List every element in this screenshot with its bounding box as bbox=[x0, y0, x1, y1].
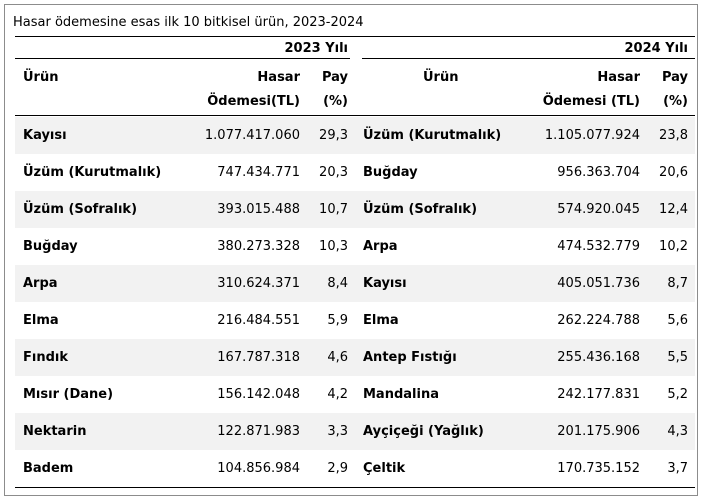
header-payment-2023: Hasar Ödemesi(TL) bbox=[207, 70, 300, 109]
product-2024: Çeltik bbox=[363, 461, 406, 476]
share-2024: 12,4 bbox=[659, 202, 688, 217]
share-2023: 10,3 bbox=[319, 239, 348, 254]
payment-2023: 1.077.417.060 bbox=[204, 128, 300, 143]
payment-2023: 104.856.984 bbox=[217, 461, 300, 476]
group-rule-2023 bbox=[15, 58, 350, 59]
payment-2024: 170.735.152 bbox=[557, 461, 640, 476]
year-header-2024: 2024 Yılı bbox=[624, 41, 689, 56]
share-2023: 29,3 bbox=[319, 128, 348, 143]
year-header-2023: 2023 Yılı bbox=[284, 41, 349, 56]
product-2023: Kayısı bbox=[23, 128, 67, 143]
table-title: Hasar ödemesine esas ilk 10 bitkisel ürü… bbox=[13, 15, 364, 30]
table-body: Kayısı 1.077.417.060 29,3 Üzüm (Kurutmal… bbox=[15, 117, 695, 487]
share-2023: 2,9 bbox=[327, 461, 348, 476]
share-2024: 5,6 bbox=[667, 313, 688, 328]
table-frame bbox=[4, 4, 698, 496]
share-2023: 8,4 bbox=[327, 276, 348, 291]
share-2023: 3,3 bbox=[327, 424, 348, 439]
share-2024: 23,8 bbox=[659, 128, 688, 143]
top-rule bbox=[15, 36, 695, 37]
product-2023: Üzüm (Kurutmalık) bbox=[23, 165, 162, 180]
share-2024: 5,5 bbox=[667, 350, 688, 365]
product-2024: Arpa bbox=[363, 239, 398, 254]
product-2023: Mısır (Dane) bbox=[23, 387, 114, 402]
product-2023: Arpa bbox=[23, 276, 58, 291]
payment-2023: 216.484.551 bbox=[217, 313, 300, 328]
product-2024: Elma bbox=[363, 313, 399, 328]
payment-2024: 262.224.788 bbox=[557, 313, 640, 328]
share-2024: 20,6 bbox=[659, 165, 688, 180]
product-2024: Buğday bbox=[363, 165, 418, 180]
payment-2024: 201.175.906 bbox=[557, 424, 640, 439]
table-row: Kayısı 1.077.417.060 29,3 Üzüm (Kurutmal… bbox=[15, 117, 695, 154]
share-2024: 8,7 bbox=[667, 276, 688, 291]
header-share-2024: Pay (%) bbox=[661, 70, 688, 109]
product-2023: Buğday bbox=[23, 239, 78, 254]
product-2024: Mandalina bbox=[363, 387, 439, 402]
product-2023: Fındık bbox=[23, 350, 68, 365]
share-2024: 3,7 bbox=[667, 461, 688, 476]
product-2024: Üzüm (Sofralık) bbox=[363, 202, 478, 217]
payment-2024: 574.920.045 bbox=[557, 202, 640, 217]
header-payment-2024: Hasar Ödemesi (TL) bbox=[542, 70, 640, 109]
payment-2023: 747.434.771 bbox=[217, 165, 300, 180]
table-row: Üzüm (Sofralık) 393.015.488 10,7 Üzüm (S… bbox=[15, 191, 695, 228]
share-2023: 10,7 bbox=[319, 202, 348, 217]
table-row: Arpa 310.624.371 8,4 Kayısı 405.051.736 … bbox=[15, 265, 695, 302]
product-2024: Ayçiçeği (Yağlık) bbox=[363, 424, 484, 439]
table-row: Mısır (Dane) 156.142.048 4,2 Mandalina 2… bbox=[15, 376, 695, 413]
header-share-2023: Pay (%) bbox=[321, 70, 348, 109]
table-row: Fındık 167.787.318 4,6 Antep Fıstığı 255… bbox=[15, 339, 695, 376]
share-2023: 20,3 bbox=[319, 165, 348, 180]
product-2024: Kayısı bbox=[363, 276, 407, 291]
table-row: Buğday 380.273.328 10,3 Arpa 474.532.779… bbox=[15, 228, 695, 265]
payment-2024: 405.051.736 bbox=[557, 276, 640, 291]
payment-2024: 242.177.831 bbox=[557, 387, 640, 402]
table-row: Badem 104.856.984 2,9 Çeltik 170.735.152… bbox=[15, 450, 695, 487]
bottom-rule bbox=[15, 487, 695, 488]
table-row: Üzüm (Kurutmalık) 747.434.771 20,3 Buğda… bbox=[15, 154, 695, 191]
payment-2023: 122.871.983 bbox=[217, 424, 300, 439]
product-2023: Nektarin bbox=[23, 424, 87, 439]
share-2023: 4,6 bbox=[327, 350, 348, 365]
payment-2023: 380.273.328 bbox=[217, 239, 300, 254]
product-2023: Badem bbox=[23, 461, 74, 476]
share-2023: 5,9 bbox=[327, 313, 348, 328]
product-2023: Elma bbox=[23, 313, 59, 328]
group-rule-2024 bbox=[362, 58, 695, 59]
product-2023: Üzüm (Sofralık) bbox=[23, 202, 138, 217]
share-2023: 4,2 bbox=[327, 387, 348, 402]
payment-2024: 956.363.704 bbox=[557, 165, 640, 180]
share-2024: 10,2 bbox=[659, 239, 688, 254]
table-row: Nektarin 122.871.983 3,3 Ayçiçeği (Yağlı… bbox=[15, 413, 695, 450]
payment-2023: 156.142.048 bbox=[217, 387, 300, 402]
header-rule bbox=[15, 115, 695, 116]
header-product-2024: Ürün bbox=[423, 70, 459, 85]
table-row: Elma 216.484.551 5,9 Elma 262.224.788 5,… bbox=[15, 302, 695, 339]
product-2024: Üzüm (Kurutmalık) bbox=[363, 128, 502, 143]
payment-2023: 393.015.488 bbox=[217, 202, 300, 217]
share-2024: 5,2 bbox=[667, 387, 688, 402]
payment-2024: 1.105.077.924 bbox=[544, 128, 640, 143]
payment-2023: 310.624.371 bbox=[217, 276, 300, 291]
product-2024: Antep Fıstığı bbox=[363, 350, 457, 365]
payment-2024: 474.532.779 bbox=[557, 239, 640, 254]
share-2024: 4,3 bbox=[667, 424, 688, 439]
payment-2023: 167.787.318 bbox=[217, 350, 300, 365]
header-product-2023: Ürün bbox=[23, 70, 59, 85]
payment-2024: 255.436.168 bbox=[557, 350, 640, 365]
